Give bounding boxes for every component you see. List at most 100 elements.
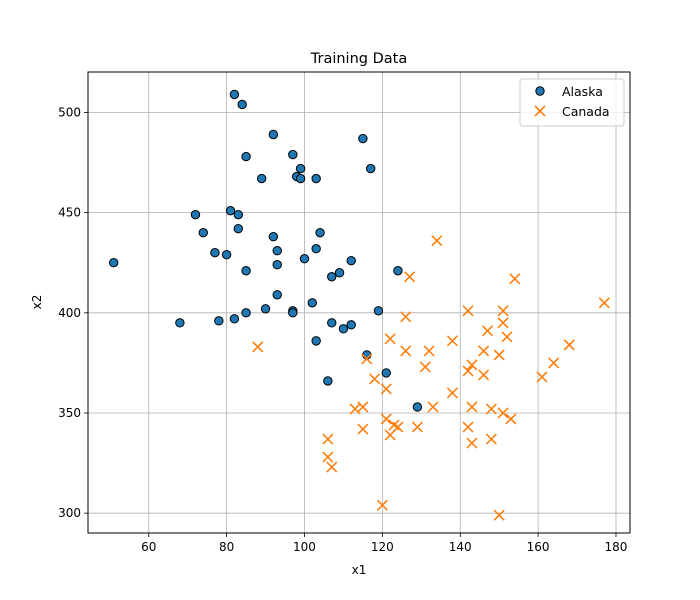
data-point-alaska: [299, 254, 310, 264]
data-point-canada: [497, 317, 509, 329]
x-axis-label: x1: [352, 563, 367, 577]
data-point-canada: [446, 387, 459, 399]
x-tick-label: 160: [527, 540, 550, 554]
data-point-canada: [493, 509, 505, 521]
data-point-canada: [361, 353, 373, 365]
data-point-canada: [404, 271, 416, 283]
data-point-alaska: [373, 306, 384, 316]
data-point-canada: [384, 333, 396, 345]
data-point-alaska: [311, 173, 321, 184]
y-axis-label: x2: [30, 295, 44, 310]
data-point-canada: [462, 305, 474, 317]
y-tick-label: 300: [58, 506, 81, 520]
legend-label-canada: Canada: [562, 104, 610, 119]
legend-marker-glyph: [535, 86, 545, 96]
data-point-alaska: [295, 163, 306, 174]
data-point-alaska: [334, 268, 345, 278]
data-point-alaska: [241, 308, 251, 318]
data-point-alaska: [288, 308, 298, 318]
data-point-canada: [427, 401, 439, 413]
data-point-alaska: [327, 272, 337, 282]
data-point-alaska: [233, 209, 243, 220]
data-point-alaska: [198, 227, 208, 238]
data-point-canada: [478, 369, 490, 381]
data-point-alaska: [175, 318, 185, 328]
x-tick-label: 100: [293, 540, 316, 554]
data-point-canada: [466, 437, 478, 449]
data-point-canada: [478, 345, 490, 357]
data-point-alaska: [307, 298, 317, 308]
data-point-alaska: [311, 244, 321, 254]
data-point-alaska: [315, 227, 325, 238]
data-point-canada: [497, 407, 509, 419]
data-point-canada: [505, 413, 517, 425]
data-point-alaska: [190, 209, 201, 220]
x-tick-label: 140: [449, 540, 472, 554]
data-point-canada: [357, 401, 369, 413]
data-point-alaska: [229, 89, 240, 100]
data-point-alaska: [393, 266, 403, 276]
data-point-alaska: [412, 402, 423, 412]
data-point-canada: [536, 371, 548, 383]
data-point-canada: [380, 413, 392, 425]
legend: Alaska Canada: [519, 78, 625, 127]
data-point-canada: [376, 499, 388, 511]
data-point-canada: [423, 345, 435, 357]
data-point-canada: [322, 433, 334, 445]
data-point-canada: [497, 305, 509, 317]
data-point-canada: [431, 235, 443, 247]
legend-marker-alaska: [535, 86, 545, 96]
data-point-alaska: [272, 260, 282, 270]
data-point-alaska: [327, 318, 337, 328]
data-point-canada: [485, 403, 497, 415]
data-point-alaska: [221, 250, 232, 260]
x-tick-label: 80: [219, 540, 234, 554]
data-point-canada: [326, 461, 338, 473]
data-point-canada: [400, 311, 412, 323]
data-point-alaska: [272, 246, 282, 256]
data-point-alaska: [256, 173, 267, 184]
data-point-alaska: [237, 99, 247, 110]
series-alaska: [108, 89, 423, 412]
data-point-canada: [548, 357, 560, 369]
plot-frame: [87, 71, 631, 534]
data-point-canada: [481, 325, 494, 337]
data-point-canada: [357, 423, 369, 435]
data-point-canada: [369, 373, 381, 385]
data-point-canada: [446, 335, 459, 347]
data-point-alaska: [241, 151, 251, 162]
data-point-alaska: [214, 316, 224, 326]
data-point-canada: [419, 361, 431, 373]
data-point-alaska: [233, 223, 243, 234]
grid-lines: [88, 72, 630, 533]
data-point-alaska: [346, 320, 356, 330]
data-point-canada: [384, 429, 396, 441]
data-point-alaska: [338, 324, 349, 334]
legend-marker-canada: [534, 105, 546, 117]
data-point-canada: [598, 297, 610, 309]
data-point-alaska: [288, 149, 298, 160]
data-point-alaska: [323, 376, 333, 386]
data-point-alaska: [229, 314, 240, 324]
y-tick-label: 400: [58, 306, 81, 320]
data-point-canada: [466, 359, 478, 371]
data-point-canada: [462, 365, 474, 377]
data-point-canada: [466, 401, 478, 413]
data-point-alaska: [311, 336, 321, 346]
x-tick-label: 180: [605, 540, 628, 554]
axis-ticks: 60 80 100 120 140 160 180 300 350 400 450 500: [58, 105, 627, 554]
legend-label-alaska: Alaska: [562, 84, 603, 99]
data-point-alaska: [346, 256, 356, 266]
data-point-canada: [400, 345, 412, 357]
legend-box: [519, 78, 625, 127]
data-point-canada: [501, 331, 513, 343]
data-point-canada: [322, 451, 334, 463]
data-point-canada: [411, 421, 423, 433]
data-points: [108, 89, 610, 521]
data-point-alaska: [210, 248, 220, 258]
data-point-alaska: [365, 163, 376, 174]
data-point-canada: [493, 349, 505, 361]
legend-marker-glyph: [534, 105, 546, 117]
data-point-canada: [380, 383, 392, 395]
